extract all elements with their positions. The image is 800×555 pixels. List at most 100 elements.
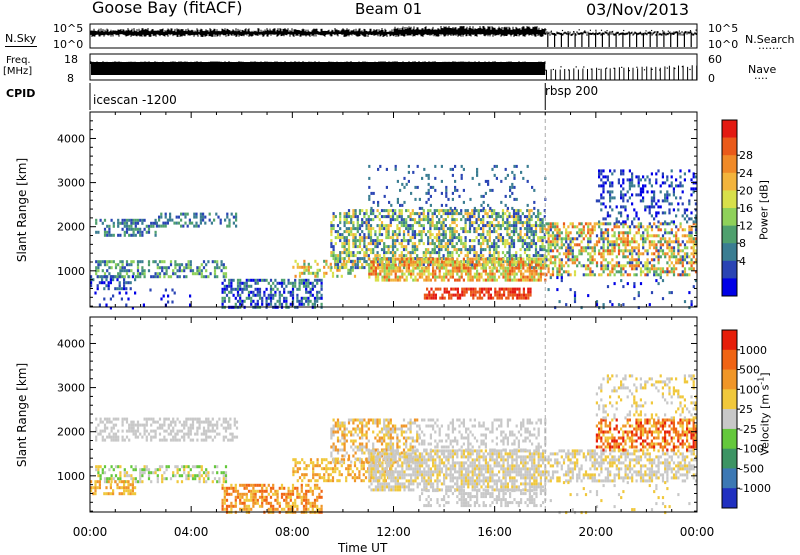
power-cell	[333, 248, 335, 251]
velocity-cell	[196, 427, 198, 430]
power-cell	[526, 233, 528, 236]
power-cell	[163, 272, 165, 275]
power-cell	[375, 276, 377, 279]
power-cell	[170, 263, 172, 266]
velocity-cell	[150, 480, 152, 483]
power-cell	[375, 261, 377, 264]
power-cell	[589, 273, 591, 276]
power-cell	[394, 251, 396, 254]
power-cell	[533, 189, 535, 192]
power-cell	[671, 246, 673, 249]
power-cell	[414, 218, 416, 221]
power-cell	[339, 257, 341, 260]
power-cell	[428, 198, 430, 201]
velocity-cell	[168, 433, 170, 436]
power-cell	[447, 279, 449, 282]
velocity-cell	[159, 424, 161, 427]
power-cell	[671, 267, 673, 270]
power-cell	[548, 288, 550, 291]
power-cell	[540, 258, 542, 261]
power-cell	[516, 261, 518, 264]
power-cell	[182, 225, 184, 228]
power-cell	[399, 215, 401, 218]
power-cell	[257, 279, 259, 282]
power-cell	[511, 254, 513, 257]
power-cell	[460, 251, 462, 254]
power-cell	[539, 227, 541, 230]
power-cell	[335, 215, 337, 218]
power-cell	[666, 193, 668, 196]
power-cell	[399, 189, 401, 192]
power-cell	[435, 288, 437, 291]
power-cell	[228, 282, 230, 285]
power-cell	[629, 178, 631, 181]
power-cell	[487, 245, 489, 248]
power-cell	[587, 246, 589, 249]
power-cell	[205, 263, 207, 266]
power-cell	[355, 263, 357, 266]
power-cell	[443, 273, 445, 276]
power-cell	[535, 224, 537, 227]
velocity-cell	[163, 421, 165, 424]
power-cell	[600, 202, 602, 205]
power-cell	[655, 249, 657, 252]
power-cell	[321, 279, 323, 282]
power-cell	[463, 291, 465, 294]
power-cell	[463, 279, 465, 282]
velocity-cell	[295, 458, 297, 461]
velocity-cell	[181, 430, 183, 433]
power-cell	[410, 212, 412, 215]
power-cell	[469, 212, 471, 215]
power-cell	[432, 239, 434, 242]
power-cell	[117, 234, 119, 237]
power-cell	[373, 258, 375, 261]
velocity-cell	[196, 439, 198, 442]
power-cell	[346, 248, 348, 251]
velocity-cell	[339, 440, 341, 443]
velocity-cell	[328, 476, 330, 479]
power-cell	[334, 260, 336, 263]
power-cell	[504, 239, 506, 242]
power-cell	[344, 215, 346, 218]
power-cell	[482, 233, 484, 236]
power-cell	[664, 211, 666, 214]
velocity-cell	[337, 449, 339, 452]
velocity-cell	[108, 468, 110, 471]
velocity-cell	[354, 476, 356, 479]
velocity-cell	[259, 484, 261, 487]
power-cell	[335, 242, 337, 245]
power-cell	[631, 249, 633, 252]
power-cell	[527, 276, 529, 279]
power-cell	[520, 221, 522, 224]
power-cell	[336, 275, 338, 278]
power-cell	[499, 291, 501, 294]
power-cell	[518, 270, 520, 273]
power-cell	[622, 273, 624, 276]
power-cell	[509, 264, 511, 267]
power-cell	[337, 263, 339, 266]
power-cell	[651, 190, 653, 193]
power-cell	[368, 230, 370, 233]
velocity-cell	[234, 436, 236, 439]
power-cell	[502, 270, 504, 273]
power-cell	[126, 272, 128, 275]
velocity-cell	[99, 483, 101, 486]
power-cell	[589, 246, 591, 249]
velocity-cell	[95, 439, 97, 442]
velocity-cell	[377, 434, 379, 437]
power-cell	[644, 261, 646, 264]
power-cell	[316, 282, 318, 285]
velocity-cell	[139, 468, 141, 471]
power-cell	[447, 245, 449, 248]
power-cell	[559, 237, 561, 240]
power-cell	[527, 180, 529, 183]
power-cell	[266, 279, 268, 282]
power-cell	[272, 297, 274, 300]
power-cell	[644, 249, 646, 252]
velocity-cell	[190, 468, 192, 471]
power-cell	[130, 269, 132, 272]
power-cell	[333, 227, 335, 230]
power-cell	[526, 236, 528, 239]
power-cell	[357, 227, 359, 230]
